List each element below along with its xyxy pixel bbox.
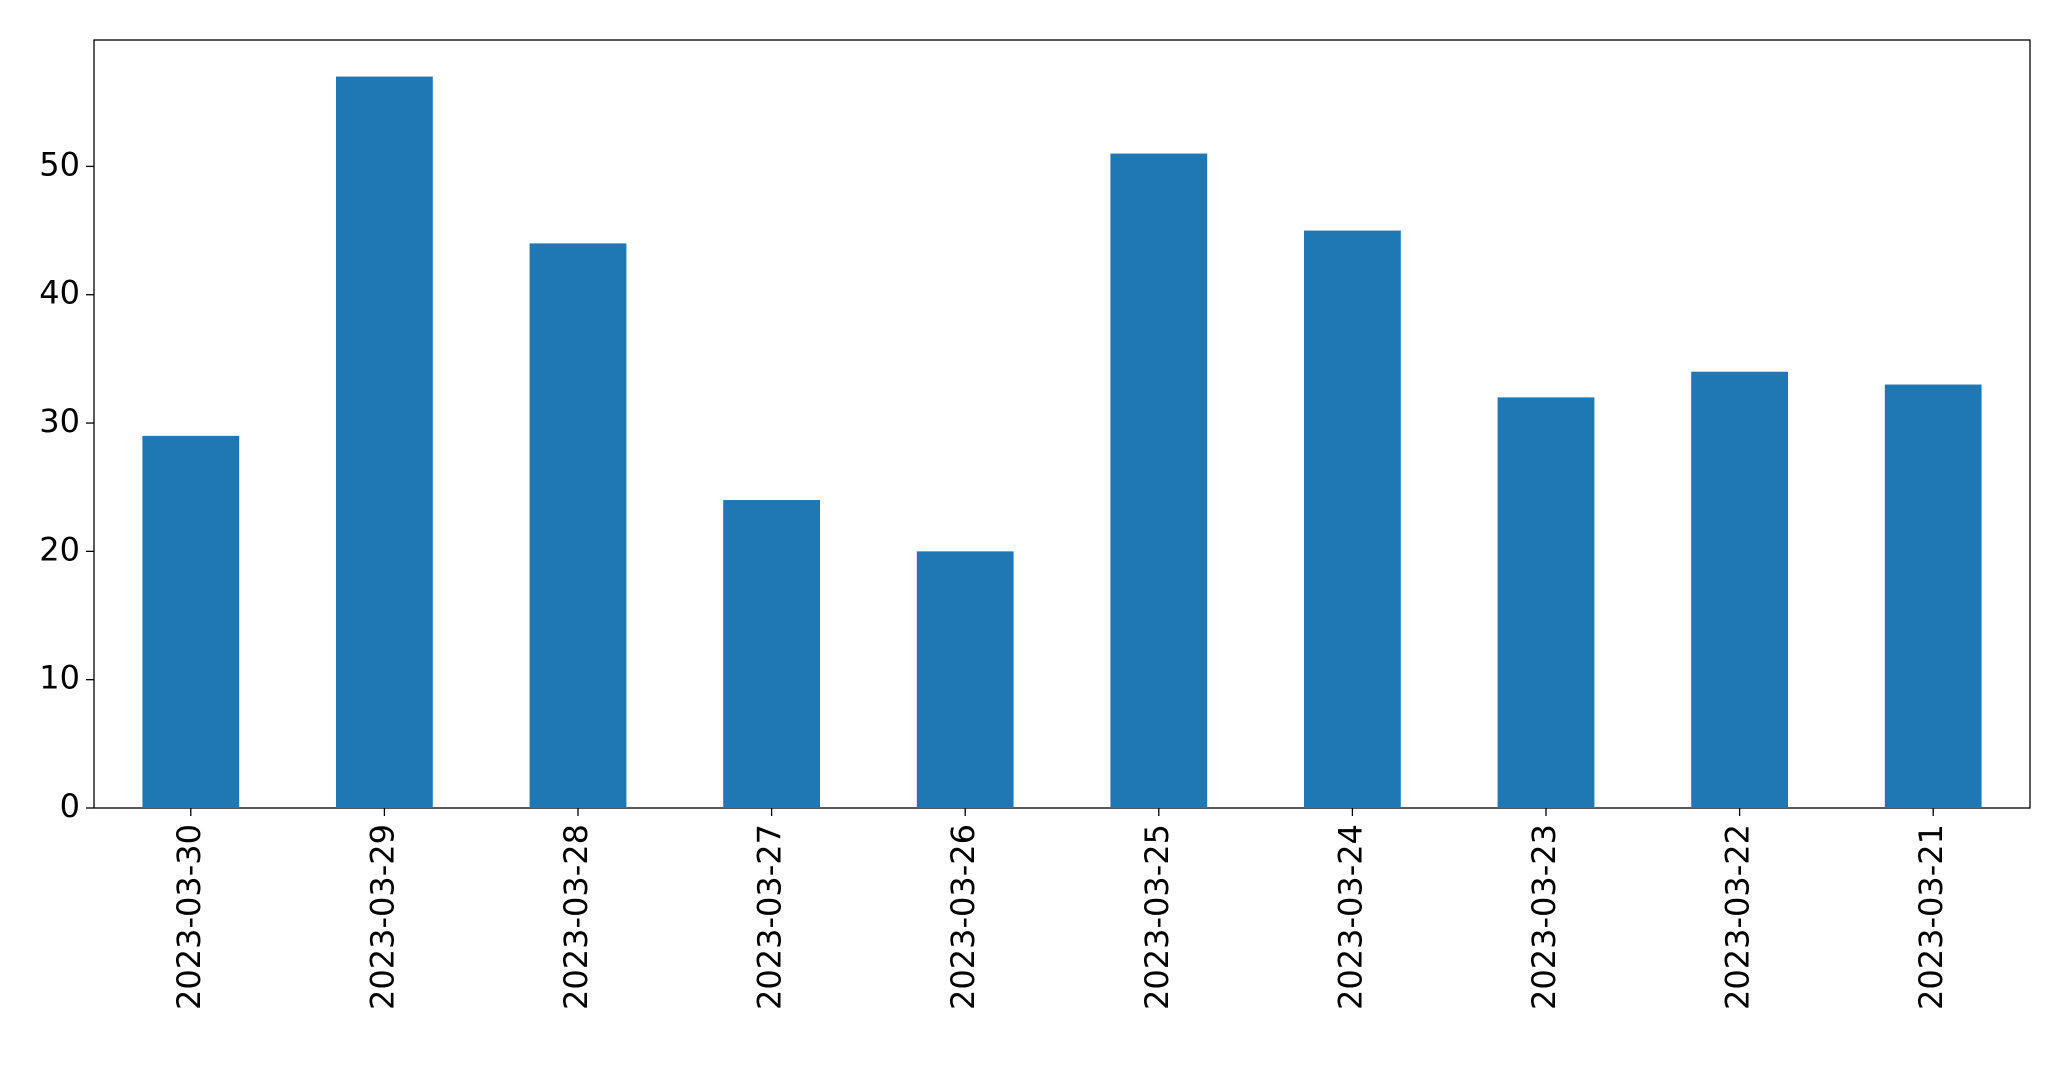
x-tick-label: 2023-03-28 bbox=[557, 824, 595, 1010]
x-tick-label: 2023-03-29 bbox=[363, 824, 401, 1010]
bar bbox=[916, 551, 1014, 808]
bar bbox=[1304, 230, 1401, 808]
x-tick-label: 2023-03-30 bbox=[170, 824, 208, 1010]
x-tick-label: 2023-03-22 bbox=[1719, 824, 1757, 1010]
x-tick-label: 2023-03-21 bbox=[1912, 824, 1950, 1010]
y-tick-label: 20 bbox=[39, 530, 80, 568]
y-tick-label: 50 bbox=[39, 145, 80, 183]
plot-frame bbox=[93, 39, 2031, 809]
bar bbox=[1110, 153, 1208, 808]
bar bbox=[336, 76, 433, 809]
bar bbox=[1497, 397, 1595, 808]
bar bbox=[1884, 384, 1982, 808]
bar bbox=[529, 243, 627, 808]
bar bbox=[723, 500, 820, 808]
x-tick-label: 2023-03-24 bbox=[1331, 824, 1369, 1010]
y-tick-label: 40 bbox=[39, 274, 80, 312]
y-tick-label: 30 bbox=[39, 402, 80, 440]
x-tick-label: 2023-03-25 bbox=[1138, 824, 1176, 1010]
bar bbox=[142, 435, 240, 808]
x-tick-label: 2023-03-27 bbox=[751, 824, 789, 1010]
y-tick-label: 0 bbox=[60, 787, 80, 825]
bar bbox=[1691, 371, 1788, 808]
x-tick-label: 2023-03-26 bbox=[944, 824, 982, 1010]
y-tick-label: 10 bbox=[39, 659, 80, 697]
x-tick-label: 2023-03-23 bbox=[1525, 824, 1563, 1010]
